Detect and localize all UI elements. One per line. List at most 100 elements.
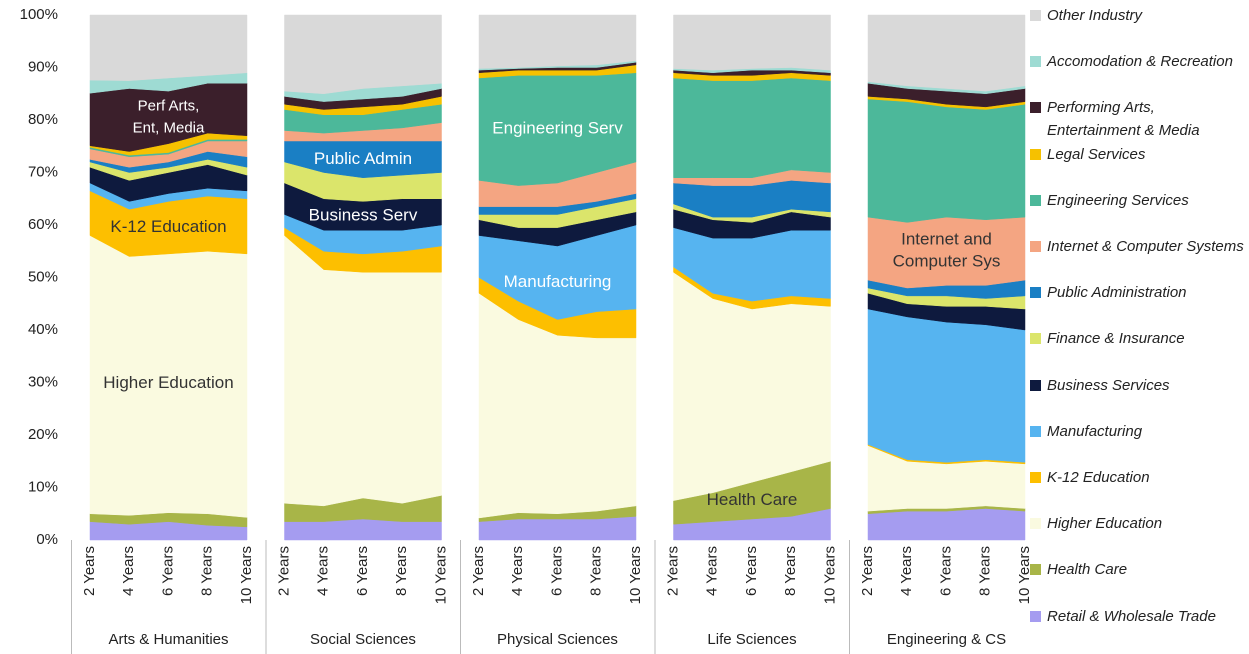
legend-label: Engineering Services bbox=[1047, 191, 1189, 209]
x-tick-label: 2 Years bbox=[859, 546, 876, 596]
legend-entry: Engineering Services bbox=[1030, 189, 1245, 212]
legend-entry: Finance & Insurance bbox=[1030, 327, 1245, 350]
legend-swatch bbox=[1030, 610, 1041, 622]
annotation: Business Serv bbox=[309, 205, 418, 224]
y-tick-label: 0% bbox=[36, 531, 58, 548]
x-tick-label: 10 Years bbox=[627, 546, 644, 604]
annotation: Health Care bbox=[707, 490, 798, 509]
area bbox=[89, 14, 248, 81]
legend-swatch bbox=[1030, 287, 1041, 299]
legend-label: Manufacturing bbox=[1047, 422, 1143, 440]
x-tick-label: 2 Years bbox=[81, 546, 98, 596]
legend-entry: Public Administration bbox=[1030, 281, 1245, 304]
x-tick-label: 6 Years bbox=[354, 546, 371, 596]
legend: Other Industry Accomodation & Recreation P… bbox=[1030, 0, 1249, 654]
y-tick-label: 80% bbox=[28, 111, 58, 128]
x-tick-label: 10 Years bbox=[1016, 546, 1030, 604]
annotation: Manufacturing bbox=[504, 272, 612, 291]
legend-swatch bbox=[1030, 10, 1041, 21]
legend-entry: K-12 Education bbox=[1030, 466, 1245, 489]
x-tick-label: 4 Years bbox=[704, 546, 721, 596]
annotation: Ent, Media bbox=[133, 119, 205, 136]
panel-label: Engineering & CS bbox=[887, 631, 1006, 648]
annotation: K-12 Education bbox=[110, 217, 226, 236]
legend-swatch bbox=[1030, 472, 1041, 483]
y-tick-label: 100% bbox=[20, 6, 58, 23]
area bbox=[867, 98, 1026, 223]
legend-swatch bbox=[1030, 333, 1041, 345]
legend-label: Public Administration bbox=[1047, 284, 1187, 302]
x-tick-label: 8 Years bbox=[588, 546, 605, 596]
legend-swatch bbox=[1030, 379, 1041, 391]
legend-entry: Health Care bbox=[1030, 558, 1245, 581]
legend-label: Accomodation & Recreation bbox=[1047, 53, 1233, 71]
area bbox=[284, 14, 442, 95]
legend-label: Internet & Computer Systems bbox=[1047, 238, 1244, 255]
y-tick-label: 70% bbox=[28, 163, 58, 180]
legend-entry: Retail & Wholesale Trade bbox=[1030, 605, 1245, 628]
legend-entry: Internet & Computer Systems bbox=[1030, 235, 1245, 258]
annotation: Higher Education bbox=[103, 373, 233, 392]
legend-entry: Accomodation & Recreation bbox=[1030, 50, 1245, 73]
legend-entry: Legal Services bbox=[1030, 143, 1245, 166]
x-tick-label: 8 Years bbox=[199, 546, 216, 596]
area bbox=[867, 508, 1026, 541]
panel-label: Arts & Humanities bbox=[108, 631, 228, 648]
legend-label: Finance & Insurance bbox=[1047, 330, 1185, 348]
annotation: Engineering Serv bbox=[492, 119, 623, 138]
y-tick-label: 20% bbox=[28, 426, 58, 443]
legend-swatch bbox=[1030, 564, 1041, 576]
legend-swatch bbox=[1030, 194, 1041, 206]
panel-label: Physical Sciences bbox=[497, 631, 618, 648]
legend-label: Legal Services bbox=[1047, 145, 1146, 163]
x-tick-label: 4 Years bbox=[509, 546, 526, 596]
x-tick-label: 6 Years bbox=[159, 546, 176, 596]
x-tick-label: 2 Years bbox=[470, 546, 487, 596]
legend-label: Higher Education bbox=[1047, 515, 1163, 533]
x-tick-label: 4 Years bbox=[898, 546, 915, 596]
legend-swatch bbox=[1030, 102, 1041, 114]
y-tick-label: 50% bbox=[28, 268, 58, 285]
legend-label: Performing Arts, Entertainment & Media bbox=[1047, 99, 1200, 140]
x-tick-label: 10 Years bbox=[432, 546, 449, 604]
area bbox=[284, 234, 442, 507]
legend-entry: Performing Arts, Entertainment & Media bbox=[1030, 96, 1245, 142]
y-tick-label: 30% bbox=[28, 373, 58, 390]
area bbox=[478, 14, 637, 69]
area bbox=[673, 14, 831, 71]
x-tick-label: 4 Years bbox=[120, 546, 137, 596]
legend-label: Health Care bbox=[1047, 561, 1128, 579]
legend-swatch bbox=[1030, 56, 1041, 68]
annotation: Perf Arts, bbox=[138, 97, 200, 114]
annotation: Computer Sys bbox=[893, 252, 1001, 271]
x-tick-label: 6 Years bbox=[937, 546, 954, 596]
legend-label: K-12 Education bbox=[1047, 469, 1150, 486]
area bbox=[867, 308, 1026, 463]
legend-entry: Other Industry bbox=[1030, 4, 1245, 27]
x-tick-label: 10 Years bbox=[821, 546, 838, 604]
legend-entry: Business Services bbox=[1030, 374, 1245, 397]
x-tick-label: 8 Years bbox=[393, 546, 410, 596]
legend-label: Business Services bbox=[1047, 376, 1170, 394]
legend-swatch bbox=[1030, 148, 1041, 160]
chart: 0% 10% 20% 30% 40% 50% 60% 70% 80% 90% 100% Perf Ar… bbox=[20, 6, 1030, 654]
x-tick-label: 8 Years bbox=[977, 546, 994, 596]
y-tick-label: 60% bbox=[28, 216, 58, 233]
legend-swatch bbox=[1030, 241, 1041, 252]
legend-entry: Manufacturing bbox=[1030, 420, 1245, 443]
x-tick-label: 10 Years bbox=[238, 546, 255, 604]
annotation: Public Admin bbox=[314, 149, 412, 168]
area bbox=[673, 77, 831, 178]
panel-label: Social Sciences bbox=[310, 631, 416, 648]
legend-swatch bbox=[1030, 425, 1041, 437]
y-tick-label: 90% bbox=[28, 58, 58, 75]
legend-label: Other Industry bbox=[1047, 7, 1143, 24]
y-tick-label: 10% bbox=[28, 478, 58, 495]
y-tick-label: 40% bbox=[28, 321, 58, 338]
legend-swatch bbox=[1030, 518, 1041, 530]
x-tick-label: 2 Years bbox=[275, 546, 292, 596]
area bbox=[867, 14, 1026, 92]
x-tick-label: 6 Years bbox=[743, 546, 760, 596]
panel-label: Life Sciences bbox=[707, 631, 796, 648]
